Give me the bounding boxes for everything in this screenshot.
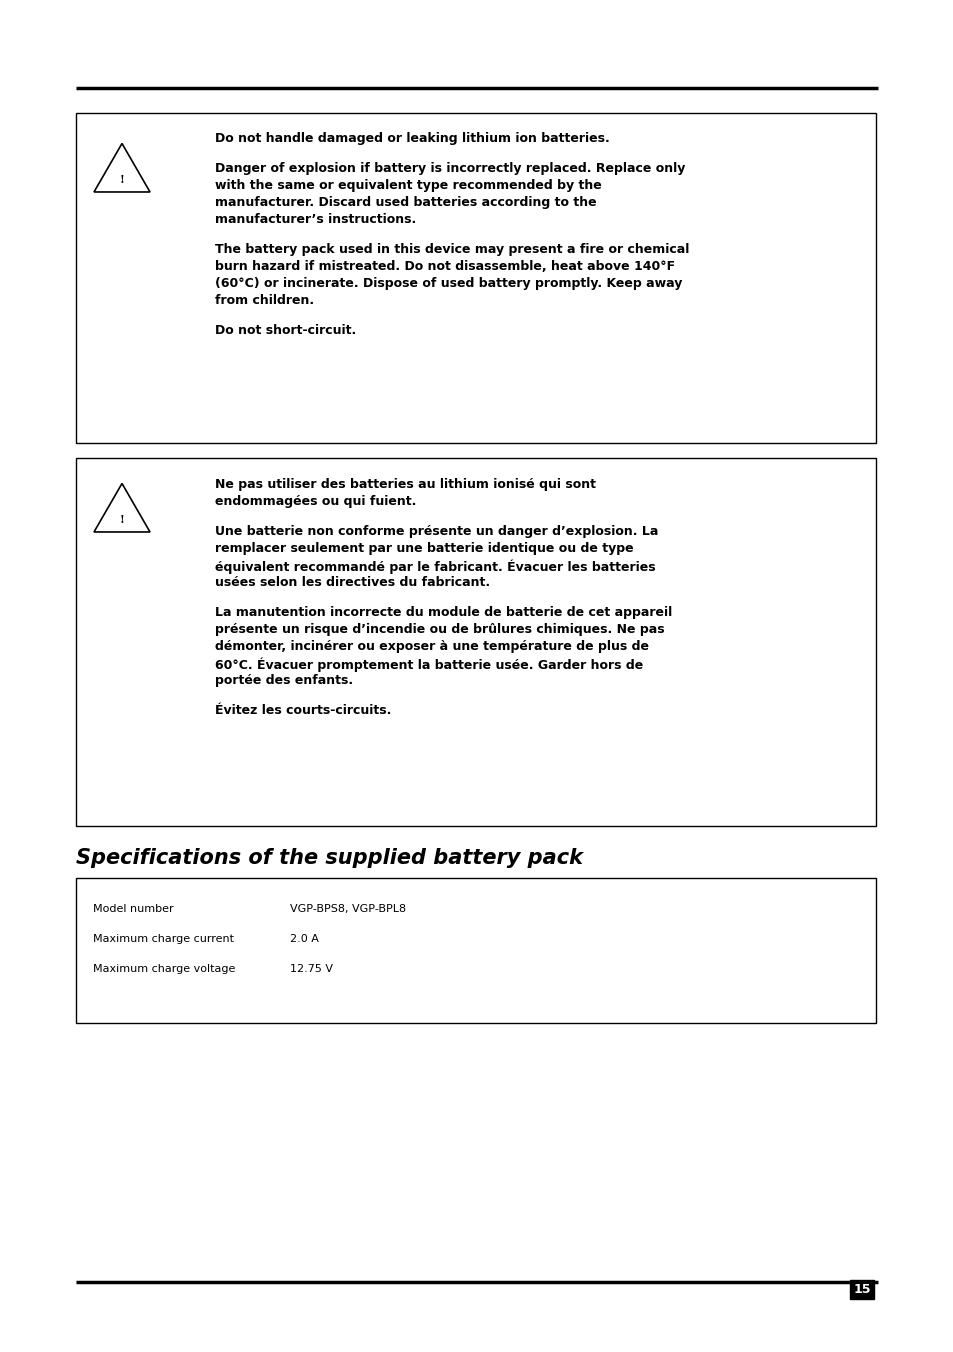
Text: VGP-BPS8, VGP-BPL8: VGP-BPS8, VGP-BPL8 xyxy=(290,904,406,914)
Text: portée des enfants.: portée des enfants. xyxy=(214,675,353,687)
Text: présente un risque d’incendie ou de brûlures chimiques. Ne pas: présente un risque d’incendie ou de brûl… xyxy=(214,623,664,635)
Text: !: ! xyxy=(119,514,124,526)
Text: Maximum charge current: Maximum charge current xyxy=(92,934,233,944)
Text: Danger of explosion if battery is incorrectly replaced. Replace only: Danger of explosion if battery is incorr… xyxy=(214,162,684,174)
Text: manufacturer. Discard used batteries according to the: manufacturer. Discard used batteries acc… xyxy=(214,196,596,210)
Bar xyxy=(76,877,875,1023)
Text: from children.: from children. xyxy=(214,293,314,307)
Bar xyxy=(76,458,875,826)
Text: Do not short-circuit.: Do not short-circuit. xyxy=(214,324,355,337)
Text: démonter, incinérer ou exposer à une température de plus de: démonter, incinérer ou exposer à une tem… xyxy=(214,639,648,653)
Text: Maximum charge voltage: Maximum charge voltage xyxy=(92,964,235,973)
Text: 12.75 V: 12.75 V xyxy=(290,964,333,973)
Text: Une batterie non conforme présente un danger d’explosion. La: Une batterie non conforme présente un da… xyxy=(214,525,658,538)
Text: The battery pack used in this device may present a fire or chemical: The battery pack used in this device may… xyxy=(214,243,689,256)
Text: Model number: Model number xyxy=(92,904,173,914)
Text: !: ! xyxy=(119,174,124,185)
Text: 2.0 A: 2.0 A xyxy=(290,934,318,944)
Text: (60°C) or incinerate. Dispose of used battery promptly. Keep away: (60°C) or incinerate. Dispose of used ba… xyxy=(214,277,681,289)
Text: Évitez les courts-circuits.: Évitez les courts-circuits. xyxy=(214,704,391,717)
Text: manufacturer’s instructions.: manufacturer’s instructions. xyxy=(214,214,416,226)
Text: La manutention incorrecte du module de batterie de cet appareil: La manutention incorrecte du module de b… xyxy=(214,606,672,619)
Text: usées selon les directives du fabricant.: usées selon les directives du fabricant. xyxy=(214,576,490,589)
Text: 15: 15 xyxy=(852,1283,870,1297)
Text: endommagées ou qui fuient.: endommagées ou qui fuient. xyxy=(214,495,416,508)
Text: Do not handle damaged or leaking lithium ion batteries.: Do not handle damaged or leaking lithium… xyxy=(214,132,609,145)
Text: Ne pas utiliser des batteries au lithium ionisé qui sont: Ne pas utiliser des batteries au lithium… xyxy=(214,479,596,491)
Text: remplacer seulement par une batterie identique ou de type: remplacer seulement par une batterie ide… xyxy=(214,542,633,556)
Text: 60°C. Évacuer promptement la batterie usée. Garder hors de: 60°C. Évacuer promptement la batterie us… xyxy=(214,657,642,672)
Bar xyxy=(76,114,875,443)
Text: équivalent recommandé par le fabricant. Évacuer les batteries: équivalent recommandé par le fabricant. … xyxy=(214,558,655,573)
Text: Specifications of the supplied battery pack: Specifications of the supplied battery p… xyxy=(76,848,582,868)
Text: burn hazard if mistreated. Do not disassemble, heat above 140°F: burn hazard if mistreated. Do not disass… xyxy=(214,260,675,273)
Text: with the same or equivalent type recommended by the: with the same or equivalent type recomme… xyxy=(214,178,601,192)
